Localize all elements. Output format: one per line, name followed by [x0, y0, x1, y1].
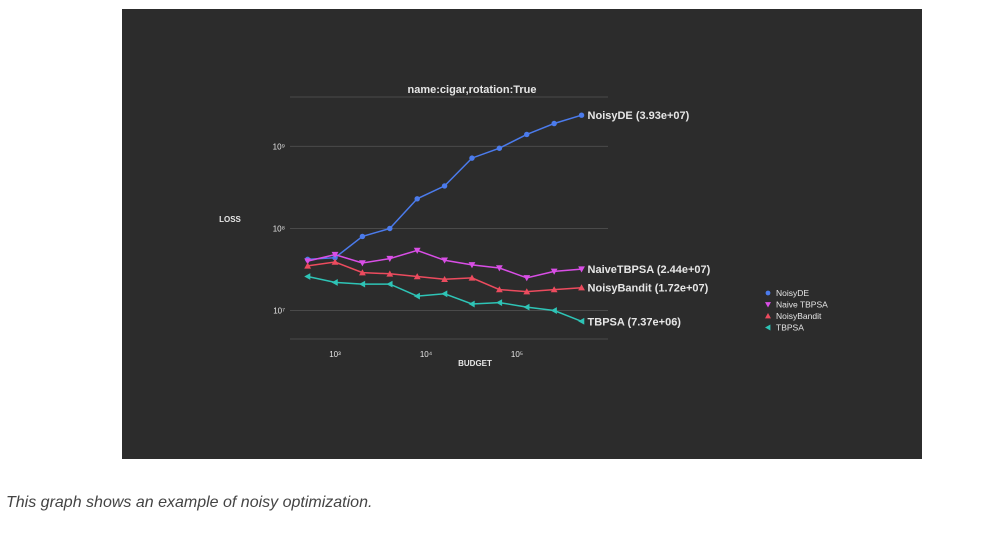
data-point-noisybandit-0: [304, 262, 312, 269]
data-point-noisyde-5: [441, 183, 448, 189]
data-point-tbpsa-6: [468, 300, 475, 308]
x-tick-label-2: 10⁵: [511, 350, 523, 359]
data-point-naive-tbpsa-1: [331, 251, 339, 259]
data-point-noisyde-10: [578, 112, 585, 118]
data-point-noisybandit-8: [523, 288, 531, 295]
series-layer: NoisyDE (3.93e+07) NaiveTBPSA (2.44e+07) N…: [304, 110, 711, 328]
end-label-tbpsa: TBPSA (7.37e+06): [588, 316, 682, 328]
data-point-tbpsa-10: [578, 317, 585, 325]
legend-label-noisybandit: NoisyBandit: [776, 311, 822, 321]
data-point-noisybandit-5: [441, 275, 448, 283]
data-point-noisyde-7: [496, 145, 503, 151]
data-point-noisyde-6: [469, 155, 475, 161]
series-line-tbpsa: [307, 275, 582, 322]
data-point-naive-tbpsa-6: [468, 262, 476, 269]
data-point-noisybandit-7: [495, 286, 503, 293]
x-tick-label-1: 10⁴: [420, 350, 433, 359]
data-point-naive-tbpsa-7: [495, 265, 503, 272]
data-point-tbpsa-4: [413, 292, 420, 300]
series-naive-tbpsa: NaiveTBPSA (2.44e+07): [304, 247, 711, 282]
data-point-noisybandit-2: [359, 269, 366, 276]
end-label-noisybandit: NoisyBandit (1.72e+07): [588, 283, 709, 295]
data-point-noisybandit-6: [468, 274, 476, 281]
y-tick-label-1: 10⁸: [273, 224, 285, 233]
data-point-tbpsa-8: [523, 303, 530, 311]
chart-svg: name:cigar,rotation:True LOSS BUDGET 10⁷…: [219, 84, 828, 368]
y-tick-label-2: 10⁹: [273, 142, 285, 151]
series-noisybandit: NoisyBandit (1.72e+07): [304, 258, 709, 295]
series-line-naive-tbpsa: [307, 249, 582, 279]
legend-marker-noisybandit: [765, 313, 771, 319]
data-point-tbpsa-2: [359, 280, 366, 288]
data-point-noisybandit-3: [386, 270, 394, 277]
end-label-naive-tbpsa: NaiveTBPSA (2.44e+07): [588, 264, 711, 276]
legend-label-noisyde: NoisyDE: [776, 288, 809, 298]
legend-label-tbpsa: TBPSA: [776, 323, 804, 333]
data-point-naive-tbpsa-4: [413, 247, 421, 254]
data-point-noisyde-3: [387, 225, 393, 232]
x-tick-label-0: 10³: [329, 350, 341, 359]
data-point-noisyde-8: [524, 131, 530, 138]
data-point-noisybandit-10: [578, 284, 585, 291]
data-point-tbpsa-0: [304, 273, 311, 280]
end-label-noisyde: NoisyDE (3.93e+07): [588, 110, 690, 122]
data-point-tbpsa-5: [441, 290, 448, 298]
data-point-naive-tbpsa-3: [386, 255, 394, 262]
x-axis-label: BUDGET: [458, 359, 492, 368]
data-point-naive-tbpsa-8: [523, 275, 531, 282]
data-point-tbpsa-9: [550, 307, 557, 314]
legend-marker-noisyde: [765, 290, 771, 296]
data-point-noisyde-4: [414, 196, 420, 202]
y-tick-label-0: 10⁷: [273, 307, 285, 316]
data-point-naive-tbpsa-0: [304, 258, 312, 265]
legend-marker-naive-tbpsa: [765, 302, 771, 308]
data-point-tbpsa-7: [495, 299, 503, 306]
data-point-noisybandit-4: [413, 273, 421, 280]
data-point-tbpsa-3: [386, 280, 393, 288]
legend-marker-tbpsa: [765, 324, 771, 331]
y-axis-label: LOSS: [219, 215, 241, 224]
data-point-naive-tbpsa-9: [550, 268, 558, 275]
series-noisyde: NoisyDE (3.93e+07): [304, 110, 690, 263]
figure-caption: This graph shows an example of noisy opt…: [6, 494, 373, 511]
data-point-naive-tbpsa-10: [578, 266, 585, 273]
data-point-noisybandit-9: [550, 286, 558, 293]
legend-label-naive-tbpsa: Naive TBPSA: [776, 300, 828, 310]
data-point-naive-tbpsa-5: [441, 257, 448, 264]
series-tbpsa: TBPSA (7.37e+06): [304, 273, 681, 328]
data-point-naive-tbpsa-2: [359, 260, 366, 267]
grid-layer: [290, 96, 608, 340]
tick-labels: 10⁷ 10⁸ 10⁹ 10³ 10⁴ 10⁵: [273, 142, 523, 359]
data-point-noisyde-2: [359, 233, 366, 240]
chart-title: name:cigar,rotation:True: [408, 84, 537, 96]
data-point-noisybandit-1: [331, 258, 339, 265]
data-point-noisyde-9: [551, 120, 557, 127]
chart-figure: name:cigar,rotation:True LOSS BUDGET 10⁷…: [122, 9, 922, 459]
data-point-tbpsa-1: [331, 279, 338, 286]
